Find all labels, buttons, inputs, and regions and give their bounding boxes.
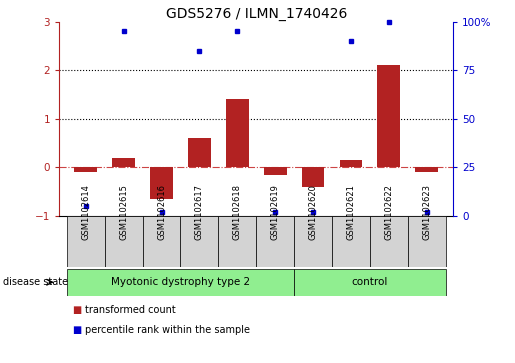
Text: GSM1102620: GSM1102620 [308,184,318,240]
Text: transformed count: transformed count [85,305,176,315]
Bar [105,216,143,267]
Bar [256,216,294,267]
Bar [377,65,400,167]
Bar [302,167,324,187]
Bar [180,216,218,267]
Bar [294,216,332,267]
Text: GSM1102617: GSM1102617 [195,184,204,240]
Bar [408,216,445,267]
Bar [67,216,105,267]
Bar [264,167,286,175]
Bar [143,216,180,267]
Text: control: control [352,277,388,287]
Text: GSM1102622: GSM1102622 [384,184,393,240]
Text: GSM1102619: GSM1102619 [271,184,280,240]
Text: GSM1102615: GSM1102615 [119,184,128,240]
Bar [332,216,370,267]
Bar [218,216,256,267]
Text: Myotonic dystrophy type 2: Myotonic dystrophy type 2 [111,277,250,287]
Bar [339,160,362,167]
Text: ■: ■ [72,325,81,335]
Bar [112,158,135,167]
Text: GSM1102623: GSM1102623 [422,184,431,240]
Bar [370,216,408,267]
Bar [67,269,294,296]
Text: disease state: disease state [3,277,67,287]
Text: GSM1102614: GSM1102614 [81,184,90,240]
Bar [188,138,211,167]
Text: ■: ■ [72,305,81,315]
Bar [415,167,438,172]
Text: GSM1102618: GSM1102618 [233,184,242,240]
Title: GDS5276 / ILMN_1740426: GDS5276 / ILMN_1740426 [165,7,347,21]
Text: GSM1102621: GSM1102621 [347,184,355,240]
Bar [74,167,97,172]
Bar [226,99,249,167]
Bar [294,269,445,296]
Bar [150,167,173,199]
Text: percentile rank within the sample: percentile rank within the sample [85,325,250,335]
Text: GSM1102616: GSM1102616 [157,184,166,240]
